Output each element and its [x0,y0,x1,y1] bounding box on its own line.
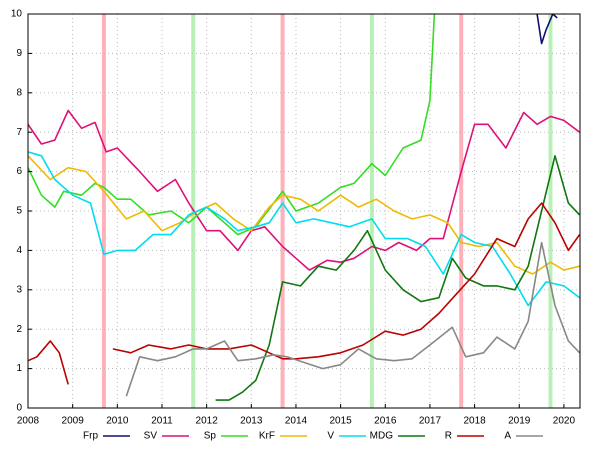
y-tick-label: 7 [16,127,22,138]
x-tick-label: 2019 [508,416,531,427]
x-tick-label: 2018 [463,416,486,427]
series-line [28,155,580,275]
y-tick-label: 9 [16,48,22,59]
y-tick-label: 8 [16,87,22,98]
election-band [101,14,106,408]
series-line [28,14,436,236]
election-band [280,14,285,408]
x-tick-label: 2009 [62,416,85,427]
legend-label: R [445,431,452,442]
x-tick-label: 2016 [374,416,397,427]
x-tick-label: 2013 [240,416,263,427]
series-line [536,14,558,45]
legend-label: Frp [83,431,98,442]
series-line [28,202,580,385]
x-tick-label: 2010 [106,416,129,427]
election-band [459,14,464,408]
series-line [28,151,580,307]
legend-label: MDG [370,431,394,442]
x-tick-label: 2008 [17,416,40,427]
y-tick-label: 4 [16,245,22,256]
x-tick-label: 2014 [285,416,308,427]
y-tick-label: 3 [16,284,22,295]
legend-label: V [327,431,334,442]
x-tick-label: 2017 [419,416,442,427]
legend-label: SV [144,431,158,442]
x-tick-label: 2020 [553,416,576,427]
x-tick-label: 2012 [196,416,219,427]
y-tick-label: 2 [16,324,22,335]
y-tick-label: 0 [16,403,22,414]
legend-label: A [504,431,511,442]
y-tick-label: 1 [16,363,22,374]
legend-label: Sp [204,431,217,442]
series-line [215,155,580,401]
x-tick-label: 2011 [151,416,173,427]
x-tick-label: 2015 [329,416,352,427]
series-line [125,241,580,397]
series-line [28,109,580,271]
legend-label: KrF [259,431,275,442]
y-tick-label: 6 [16,166,22,177]
election-band [548,14,553,408]
y-tick-label: 10 [11,9,23,20]
election-band [369,14,374,408]
y-tick-label: 5 [16,206,22,217]
